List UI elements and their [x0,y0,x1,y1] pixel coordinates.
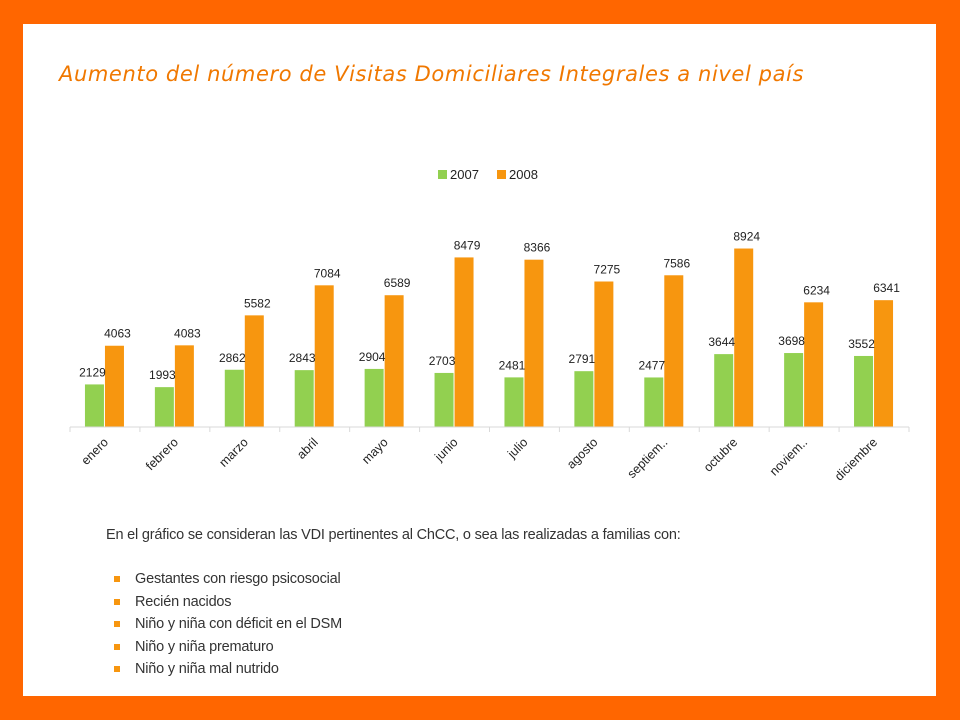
list-item: Gestantes con riesgo psicosocial [113,568,342,591]
bar-2008-marzo [244,315,264,427]
data-label: 2129 [79,365,106,379]
data-label: 6234 [803,283,830,297]
bullet-icon [114,576,120,582]
bar-2007-enero [84,384,104,427]
bar-2008-abril [314,285,334,427]
list-item-text: Niño y niña prematuro [135,638,274,655]
bar-2008-febrero [174,345,194,427]
family-criteria-list: Gestantes con riesgo psicosocial Recién … [113,568,342,681]
bar-2007-diciembre [854,355,874,427]
x-axis-ticks [69,427,910,432]
bar-2008-agosto [594,281,614,427]
data-label: 7275 [594,263,621,277]
x-tick-label: junio [431,435,460,464]
list-item: Niño y niña mal nutrido [113,658,342,681]
data-label: 5582 [244,296,271,310]
bar-2007-mayo [364,368,384,427]
bar-2007-junio [434,372,454,427]
bar-2007-abril [294,370,314,427]
bar-2007-noviem.. [784,353,804,427]
bar-2008-noviem.. [804,302,824,427]
bar-2008-septiem.. [664,275,684,427]
page-title: Aumento del número de Visitas Domiciliar… [59,62,805,86]
bar-2008-mayo [384,295,404,427]
x-tick-label: mayo [359,435,391,467]
data-label: 3698 [778,334,805,348]
data-label: 2791 [569,352,596,366]
data-label: 3644 [708,335,735,349]
x-tick-label: enero [79,435,112,468]
bar-chart: 2007 2008 2129 4063 1993 4083 2862 5582 2843 708… [69,167,910,483]
x-tick-label: noviem.. [767,435,810,478]
data-label: 4063 [104,327,131,341]
legend-label-2007: 2007 [450,167,479,182]
slide: Aumento del número de Visitas Domiciliar… [23,24,936,696]
bar-2007-agosto [574,371,594,427]
data-label: 2477 [638,358,665,372]
chart-bars [84,248,894,427]
chart-data-labels: 2129 4063 1993 4083 2862 5582 2843 7084 2904 6589… [79,230,900,383]
bar-2007-octubre [714,354,734,427]
bullet-icon [114,621,120,627]
list-item: Recién nacidos [113,591,342,614]
data-label: 8479 [454,238,481,252]
legend-swatch-2008 [497,170,506,179]
list-item-text: Recién nacidos [135,593,232,610]
data-label: 6589 [384,276,411,290]
data-label: 8924 [733,230,760,244]
bullet-icon [114,666,120,672]
bar-2008-diciembre [874,300,894,427]
data-label: 7084 [314,266,341,280]
x-tick-label: agosto [564,435,600,471]
bar-2008-junio [454,257,474,427]
data-label: 2843 [289,351,316,365]
bar-2007-febrero [154,387,174,427]
list-item-text: Niño y niña mal nutrido [135,661,279,677]
x-axis-labels: enero febrero marzo abril mayo junio julio agos… [79,435,881,483]
x-tick-label: septiem.. [625,435,671,481]
list-item: Niño y niña con déficit en el DSM [113,613,342,636]
x-tick-label: diciembre [832,435,880,483]
x-tick-label: febrero [143,435,181,473]
data-label: 1993 [149,368,176,382]
legend-label-2008: 2008 [509,167,538,182]
bar-2007-julio [504,377,524,427]
list-item-text: Gestantes con riesgo psicosocial [135,571,341,587]
x-tick-label: julio [504,435,530,461]
chart-caption: En el gráfico se consideran las VDI pert… [106,527,681,543]
data-label: 6341 [873,281,900,295]
list-item-text: Niño y niña con déficit en el DSM [135,616,342,632]
data-label: 2862 [219,351,246,365]
x-tick-label: octubre [701,435,740,474]
bar-2007-septiem.. [644,377,664,427]
bar-2008-julio [524,259,544,427]
bar-2007-marzo [224,369,244,427]
bar-2008-octubre [734,248,754,427]
data-label: 2904 [359,350,386,364]
bar-2008-enero [104,345,124,427]
x-tick-label: abril [294,435,321,462]
data-label: 7586 [663,256,690,270]
data-label: 2703 [429,354,456,368]
legend-swatch-2007 [438,170,447,179]
chart-legend: 2007 2008 [438,167,538,182]
data-label: 3552 [848,337,875,351]
list-item: Niño y niña prematuro [113,636,342,659]
data-label: 2481 [499,358,526,372]
data-label: 4083 [174,326,201,340]
bullet-icon [114,643,120,650]
data-label: 8366 [524,241,551,255]
x-tick-label: marzo [216,435,250,469]
bullet-icon [114,598,120,605]
